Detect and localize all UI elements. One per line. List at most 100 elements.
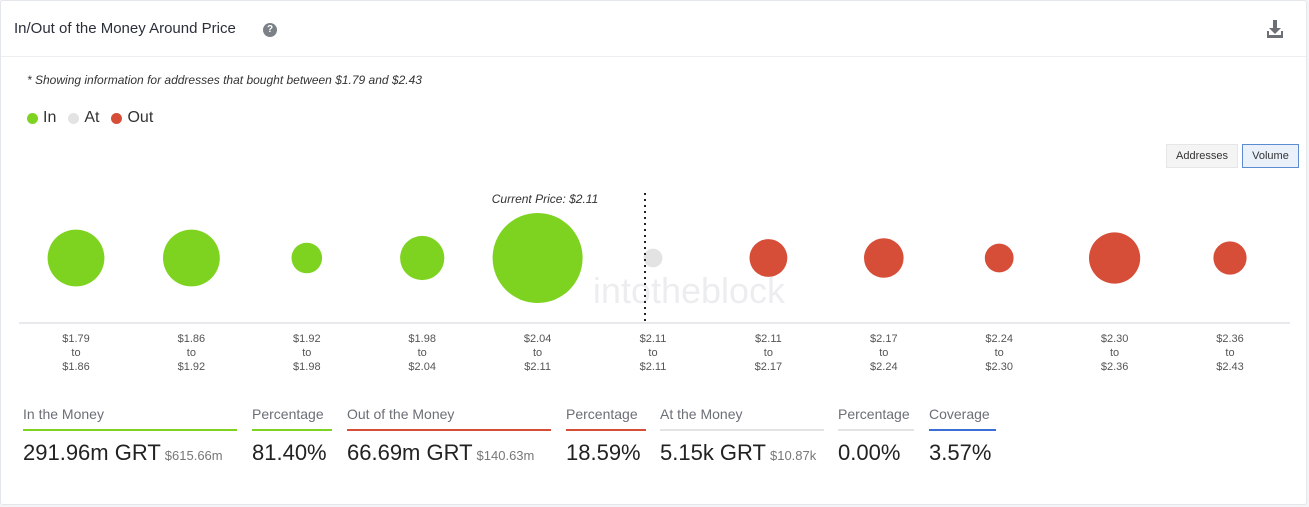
tick-label-price: $1.86 — [178, 333, 206, 345]
legend-label-in: In — [43, 109, 57, 126]
tick-label-price: $1.79 — [62, 333, 90, 345]
legend-dot-in — [27, 112, 38, 124]
metric-usd-value: $10.87k — [769, 448, 817, 463]
tick-label-price: $2.11 — [524, 361, 551, 373]
download-icon[interactable] — [1265, 18, 1285, 40]
question-circle-icon[interactable]: ? — [263, 23, 277, 37]
metric-label: Coverage — [929, 406, 990, 422]
volume-toggle-button[interactable]: Volume — [1242, 144, 1299, 168]
watermark: intotheblock — [593, 270, 786, 311]
bubble-at[interactable] — [643, 248, 663, 268]
metric-value-text: 18.59% — [566, 440, 641, 465]
card-title: In/Out of the Money Around Price — [14, 20, 236, 37]
tick-label-to: to — [764, 347, 773, 359]
metric-usd-value: $615.66m — [164, 448, 223, 463]
tick-label-price: $2.36 — [1216, 333, 1244, 345]
tick-label-to: to — [648, 347, 657, 359]
bubble-out[interactable] — [749, 239, 788, 277]
metric-underline — [660, 429, 824, 431]
metric-in-percentage: Percentage 81.40% — [252, 406, 332, 466]
bubble-chart: intotheblock Current Price: $2.11 $1.79 t… — [19, 192, 1290, 373]
metric-out-percentage: Percentage 18.59% — [566, 406, 646, 466]
metric-underline — [566, 429, 646, 431]
legend: In At Out — [27, 109, 165, 127]
metric-underline — [929, 429, 996, 431]
card-header: In/Out of the Money Around Price ? — [1, 1, 1306, 57]
bubble-layer — [47, 213, 1247, 303]
metrics-row: In the Money 291.96m GRT $615.66m Percent… — [1, 406, 1309, 476]
tick-labels: $1.79 to $1.86 $1.86 to $1.92 $1.92 to $1.98 $1.9… — [62, 333, 1244, 373]
current-price-label: Current Price: $2.11 — [492, 192, 599, 206]
bubble-in[interactable] — [400, 235, 445, 281]
metric-out-of-the-money: Out of the Money 66.69m GRT $140.63m — [347, 406, 551, 466]
metric-in-the-money: In the Money 291.96m GRT $615.66m — [23, 406, 237, 466]
bubble-out[interactable] — [1213, 241, 1247, 275]
tick-label-price: $2.30 — [985, 361, 1013, 373]
metric-at-percentage: Percentage 0.00% — [838, 406, 914, 466]
tick-label-price: $2.17 — [755, 361, 783, 373]
metric-value-text: 291.96m GRT — [23, 440, 161, 465]
metric-underline — [347, 429, 551, 431]
metric-value: 291.96m GRT $615.66m — [23, 440, 237, 466]
metric-underline — [252, 429, 332, 431]
legend-dot-at — [68, 112, 80, 124]
metric-label: Out of the Money — [347, 406, 455, 422]
tick-label-to: to — [1225, 347, 1234, 359]
tick-label-price: $2.17 — [870, 333, 898, 345]
bubble-out[interactable] — [1089, 232, 1141, 284]
tick-label-price: $1.92 — [178, 361, 206, 373]
metric-coverage: Coverage 3.57% — [929, 406, 996, 466]
legend-item-at[interactable]: At — [68, 109, 99, 127]
bubble-out[interactable] — [984, 243, 1014, 273]
bubble-in[interactable] — [47, 229, 105, 287]
legend-item-out[interactable]: Out — [111, 109, 153, 127]
tick-label-price: $1.86 — [62, 361, 90, 373]
metric-value-text: 3.57% — [929, 440, 992, 465]
metric-underline — [23, 429, 237, 431]
tick-label-to: to — [187, 347, 196, 359]
bubble-in[interactable] — [163, 229, 220, 287]
addresses-toggle-button[interactable]: Addresses — [1166, 144, 1238, 168]
tick-label-price: $2.04 — [408, 361, 436, 373]
tick-label-to: to — [71, 347, 80, 359]
tick-label-to: to — [418, 347, 427, 359]
metric-usd-value: $140.63m — [476, 448, 535, 463]
tick-label-to: to — [1110, 347, 1119, 359]
bubble-in[interactable] — [492, 213, 583, 303]
bubble-in[interactable] — [291, 242, 323, 274]
metric-value: 5.15k GRT $10.87k — [660, 440, 824, 466]
tick-label-price: $1.98 — [293, 361, 321, 373]
tick-label-price: $2.24 — [870, 361, 898, 373]
tick-label-price: $1.98 — [408, 333, 436, 345]
metric-label: At the Money — [660, 406, 743, 422]
legend-dot-out — [111, 112, 123, 124]
tick-label-price: $1.92 — [293, 333, 321, 345]
tick-label-to: to — [302, 347, 311, 359]
bubble-out[interactable] — [864, 238, 904, 278]
metric-value-text: 5.15k GRT — [660, 440, 766, 465]
tick-label-to: to — [879, 347, 888, 359]
metric-label: Percentage — [838, 406, 910, 422]
legend-item-in[interactable]: In — [27, 109, 56, 127]
metric-value-text: 81.40% — [252, 440, 327, 465]
metric-label: Percentage — [252, 406, 324, 422]
tick-label-price: $2.11 — [755, 333, 782, 345]
metric-value-text: 0.00% — [838, 440, 901, 465]
legend-label-out: Out — [127, 109, 154, 126]
metric-label: Percentage — [566, 406, 638, 422]
tick-label-to: to — [995, 347, 1004, 359]
tick-label-price: $2.04 — [524, 333, 552, 345]
tick-label-price: $2.24 — [985, 333, 1013, 345]
tick-label-price: $2.30 — [1101, 333, 1129, 345]
tick-label-price: $2.43 — [1216, 361, 1244, 373]
tick-label-price: $2.36 — [1101, 361, 1129, 373]
tick-label-price: $2.11 — [640, 333, 667, 345]
tick-label-to: to — [533, 347, 542, 359]
metric-at-the-money: At the Money 5.15k GRT $10.87k — [660, 406, 824, 466]
legend-label-at: At — [84, 109, 100, 126]
range-note: * Showing information for addresses that… — [27, 73, 422, 87]
tick-label-price: $2.11 — [640, 361, 667, 373]
metric-label: In the Money — [23, 406, 104, 422]
metric-value: 66.69m GRT $140.63m — [347, 440, 551, 466]
